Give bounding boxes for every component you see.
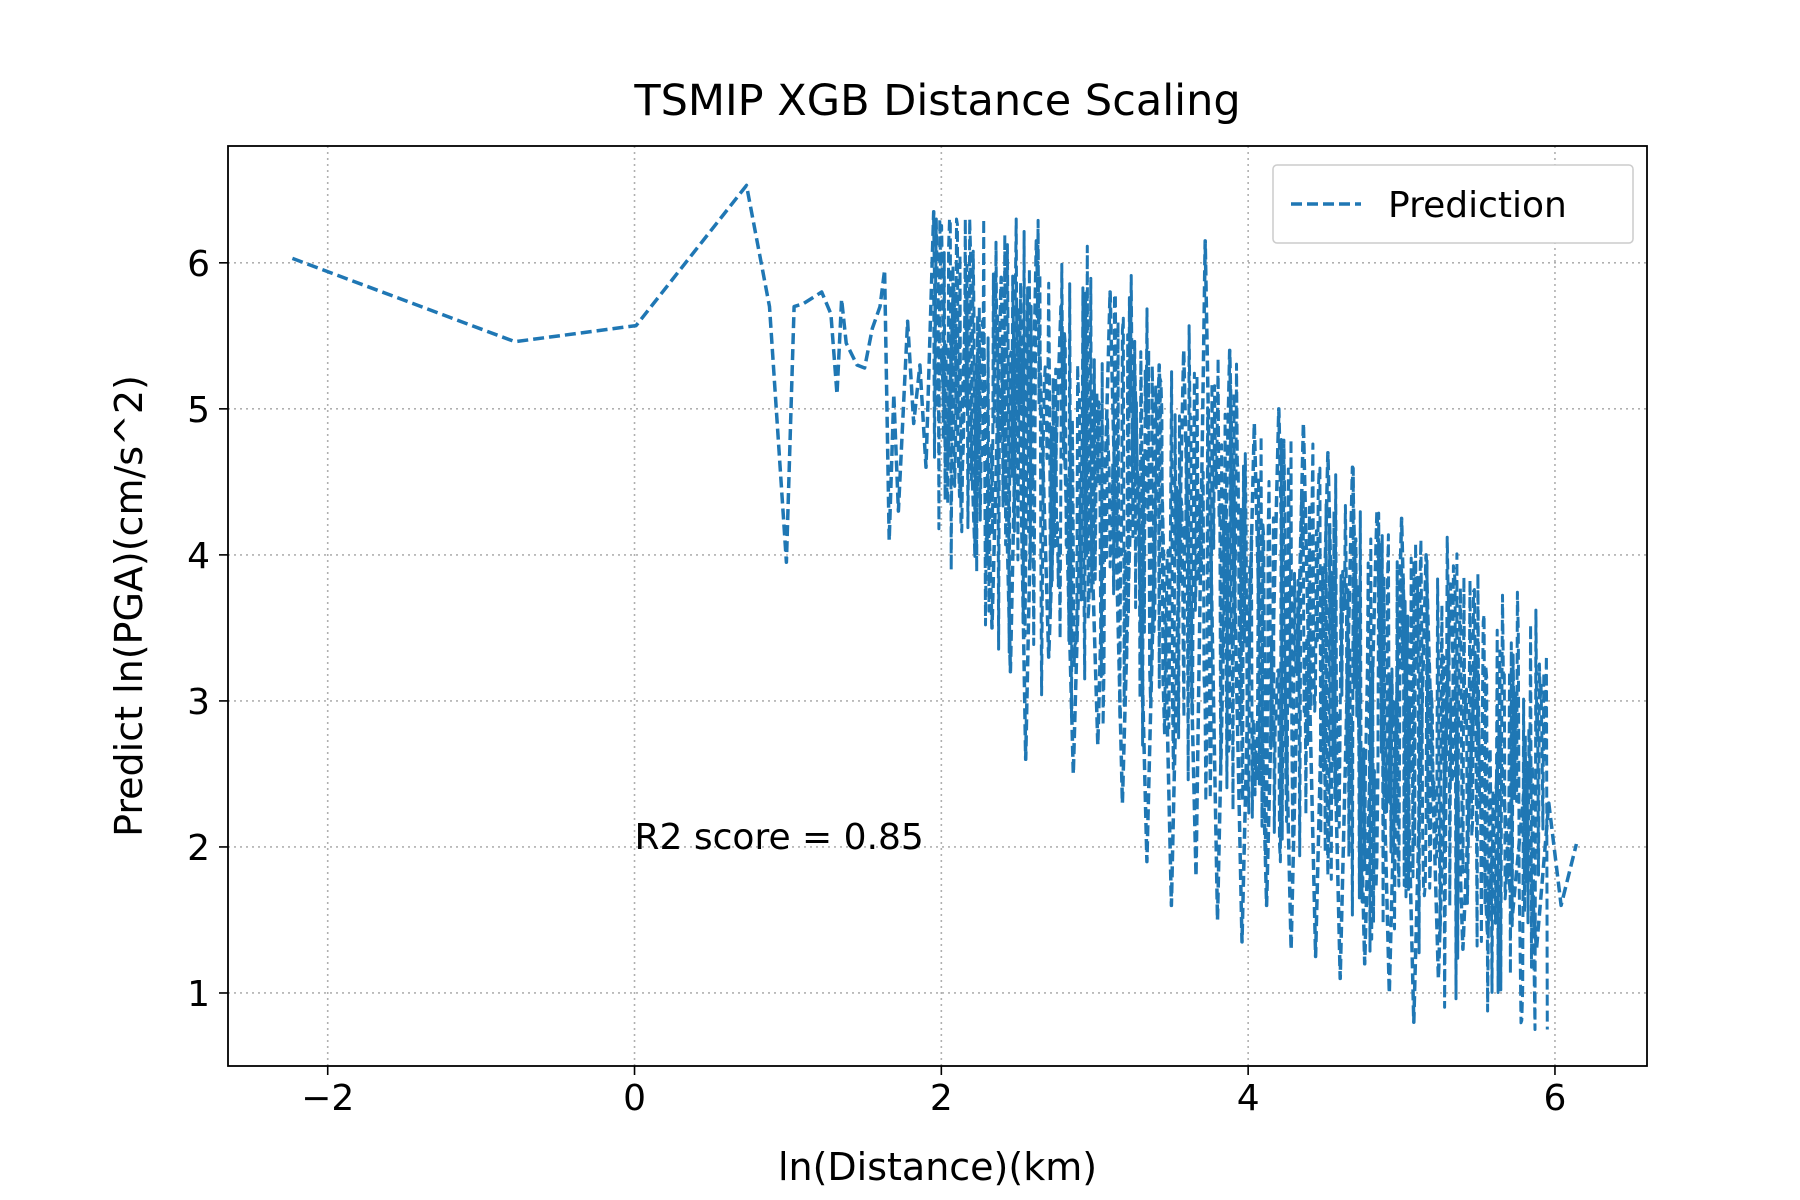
x-axis-label: ln(Distance)(km): [778, 1145, 1097, 1189]
x-tick-label: 6: [1544, 1078, 1567, 1119]
y-tick-label: 3: [187, 682, 210, 723]
series-group: [291, 183, 1579, 1031]
y-tick-label: 5: [187, 390, 210, 431]
plot-frame: [227, 145, 1648, 1067]
y-tick-label: 6: [187, 244, 210, 285]
legend-label: Prediction: [1388, 185, 1567, 226]
legend-box: [1272, 164, 1634, 244]
x-tick-label: 0: [623, 1078, 646, 1119]
y-tick-label: 4: [187, 536, 210, 577]
legend: Prediction: [1272, 164, 1634, 244]
x-tick-label: 4: [1237, 1078, 1260, 1119]
y-axis-label: Predict ln(PGA)(cm/s^2): [107, 375, 151, 837]
series-line-prediction: [291, 183, 1579, 1024]
ticks: −2 0 2 4 6 1 2 3 4 5 6: [187, 244, 1566, 1119]
chart-title: TSMIP XGB Distance Scaling: [633, 76, 1240, 126]
r2-annotation: R2 score = 0.85: [635, 817, 924, 858]
y-tick-label: 1: [187, 974, 210, 1015]
x-tick-label: −2: [301, 1078, 354, 1119]
series-noise-line: [932, 217, 1549, 1031]
x-tick-label: 2: [930, 1078, 953, 1119]
y-tick-label: 2: [187, 828, 210, 869]
